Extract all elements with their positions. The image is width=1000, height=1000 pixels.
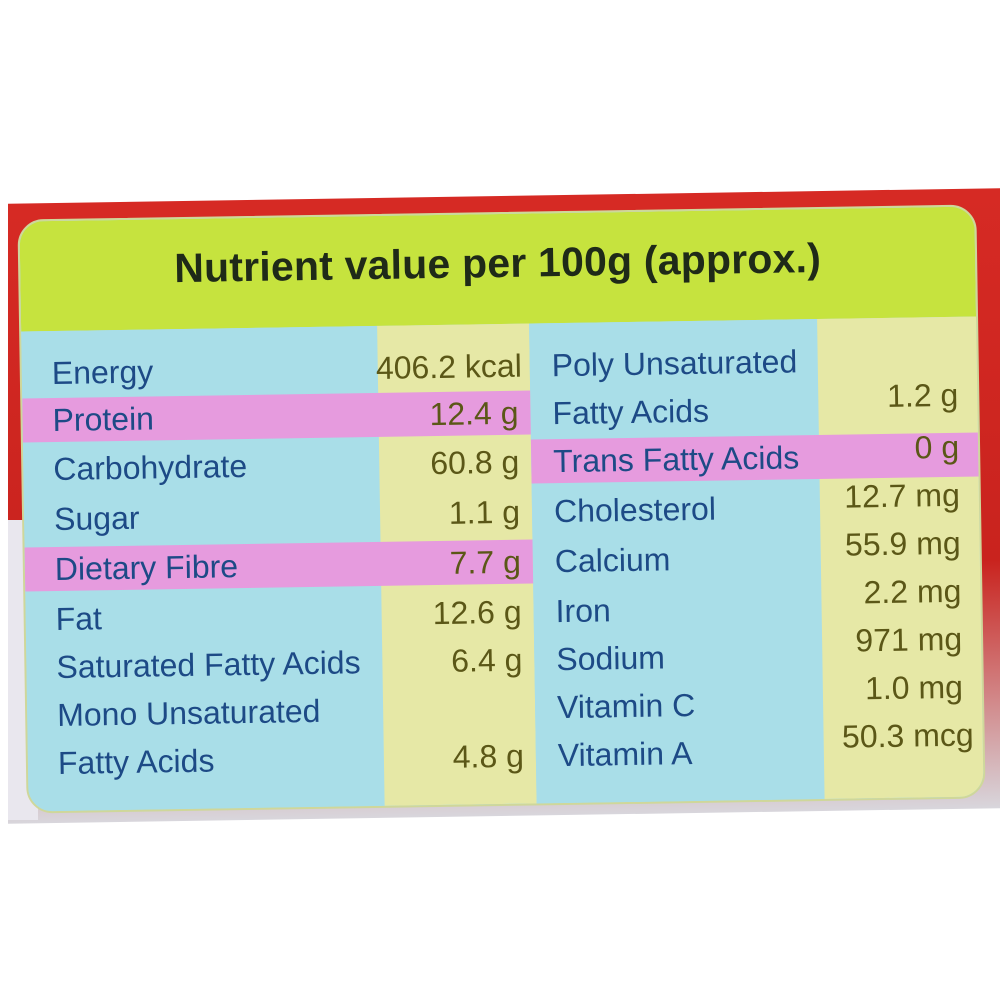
nutrient-name-fat: Fat	[55, 600, 103, 638]
nutrient-value-protein: 12.4 g	[429, 394, 519, 433]
nutrient-value-fat: 12.6 g	[432, 593, 522, 632]
nutrient-value-trans-fatty-acids: 0 g	[914, 428, 960, 466]
nutrient-value-poly-unsaturated: 1.2 g	[886, 376, 959, 414]
nutrient-name-sodium: Sodium	[556, 639, 666, 678]
nutrient-name-calcium: Calcium	[554, 541, 671, 580]
nutrient-name-protein: Protein	[52, 400, 155, 439]
nutrient-value-dietary-fibre: 7.7 g	[449, 543, 522, 581]
nutrient-name-iron: Iron	[555, 592, 612, 630]
nutrient-name-carbohydrate: Carbohydrate	[53, 447, 248, 488]
nutrient-value-mono-unsaturated: 4.8 g	[452, 737, 525, 775]
nutrient-name-energy: Energy	[51, 353, 154, 392]
nutrient-value-sodium: 971 mg	[855, 620, 963, 659]
nutrient-value-vitamin-c: 1.0 mg	[864, 668, 964, 707]
nutrient-name-sugar: Sugar	[53, 499, 140, 538]
nutrient-value-saturated-fatty-acids: 6.4 g	[450, 641, 523, 679]
label-header: Nutrient value per 100g (approx.)	[19, 206, 977, 332]
nutrition-label: Nutrient value per 100g (approx.) Energy…	[17, 204, 986, 814]
nutrient-value-sugar: 1.1 g	[448, 493, 521, 531]
nutrient-value-vitamin-a: 50.3 mcg	[841, 716, 974, 755]
nutrient-value-iron: 2.2 mg	[863, 572, 962, 611]
nutrient-name-mono-unsaturated-line1: Mono Unsaturated	[56, 692, 321, 734]
nutrient-name-poly-unsaturated-line2: Fatty Acids	[552, 392, 710, 432]
nutrient-name-vitamin-c: Vitamin C	[556, 686, 696, 726]
nutrient-name-dietary-fibre: Dietary Fibre	[54, 548, 239, 588]
nutrient-name-trans-fatty-acids: Trans Fatty Acids	[552, 439, 800, 480]
nutrient-name-poly-unsaturated-line1: Poly Unsaturated	[551, 343, 798, 384]
label-title: Nutrient value per 100g (approx.)	[173, 234, 822, 292]
nutrient-name-saturated-fatty-acids: Saturated Fatty Acids	[56, 644, 361, 686]
nutrient-name-mono-unsaturated-line2: Fatty Acids	[57, 742, 215, 781]
nutrient-name-cholesterol: Cholesterol	[553, 490, 717, 530]
nutrient-name-vitamin-a: Vitamin A	[557, 735, 693, 774]
nutrient-value-carbohydrate: 60.8 g	[430, 443, 520, 482]
nutrient-value-energy: 406.2 kcal	[375, 347, 523, 386]
nutrient-value-calcium: 55.9 mg	[844, 524, 961, 563]
nutrient-value-cholesterol: 12.7 mg	[843, 476, 961, 515]
